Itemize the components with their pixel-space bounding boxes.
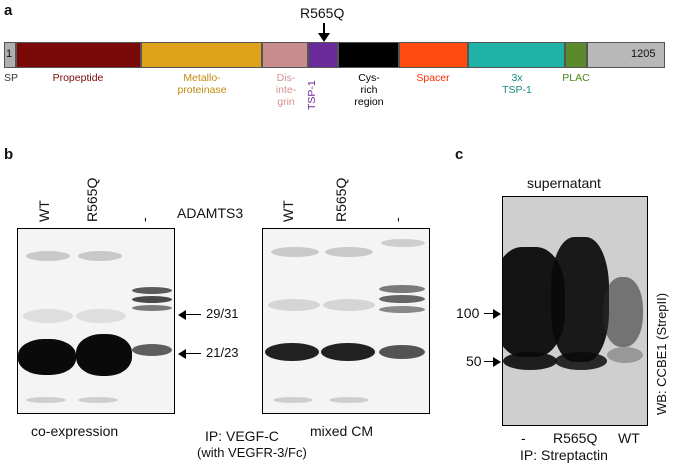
- label-spacer: Spacer: [416, 72, 450, 84]
- domain-sp: [4, 42, 16, 68]
- band: [603, 277, 643, 347]
- band: [551, 237, 609, 362]
- protein-label: ADAMTS3: [177, 205, 244, 221]
- marker-21-23: 21/23: [206, 345, 239, 360]
- band: [607, 347, 643, 363]
- lane-left-wt: WT: [36, 200, 52, 222]
- band: [321, 343, 375, 361]
- lane-right-r565q: R565Q: [333, 177, 349, 222]
- band: [76, 334, 132, 376]
- domain-cys-rich: [338, 42, 399, 68]
- lane-c-r565q: R565Q: [553, 430, 598, 446]
- start-number: 1: [6, 48, 13, 60]
- domain-tsp1: [308, 42, 338, 68]
- lane-left-r565q: R565Q: [84, 177, 100, 222]
- caption-co-expression: co-expression: [31, 423, 119, 439]
- label-3x-tsp1: 3x TSP-1: [502, 72, 532, 96]
- marker-arrowhead-50: [493, 357, 501, 367]
- domain-plac: [565, 42, 587, 68]
- band: [273, 397, 313, 403]
- domain-disintegrin: [262, 42, 308, 68]
- band: [23, 309, 73, 323]
- caption-mixed-cm: mixed CM: [310, 423, 374, 439]
- panel-c-title: supernatant: [527, 175, 601, 191]
- marker-arrow-100: [484, 313, 494, 315]
- blot-supernatant: [502, 196, 648, 426]
- domain-propeptide: [16, 42, 141, 68]
- label-tsp1: TSP-1: [303, 72, 343, 112]
- band: [379, 345, 425, 359]
- label-disintegrin: Dis- inte- grin: [275, 72, 297, 108]
- lane-c-minus: -: [521, 430, 526, 446]
- mutation-arrowhead: [318, 33, 330, 42]
- band: [18, 339, 76, 375]
- marker-arrow-29-31: [183, 314, 201, 316]
- lane-c-wt: WT: [618, 430, 640, 446]
- label-metalloproteinase: Metallo- proteinase: [177, 72, 227, 96]
- marker-arrowhead-100: [493, 309, 501, 319]
- panel-a-letter: a: [4, 2, 13, 19]
- domain-metalloproteinase: [141, 42, 262, 68]
- lane-right-wt: WT: [280, 200, 296, 222]
- band: [78, 251, 122, 261]
- ip-vegf-c: IP: VEGF-C: [205, 428, 279, 444]
- panel-c-letter: c: [455, 146, 464, 163]
- ip-vegfr3-fc: (with VEGFR-3/Fc): [197, 445, 307, 460]
- band: [503, 352, 557, 370]
- label-sp: SP: [3, 72, 18, 84]
- band: [379, 295, 425, 303]
- band: [132, 344, 172, 356]
- domain-spacer: [399, 42, 468, 68]
- band: [381, 239, 425, 247]
- band: [329, 397, 369, 403]
- band: [323, 299, 375, 311]
- ip-streptactin: IP: Streptactin: [520, 447, 608, 463]
- band: [271, 247, 319, 257]
- marker-arrow-21-23: [183, 353, 201, 355]
- marker-100: 100: [456, 305, 480, 321]
- band: [379, 306, 425, 313]
- label-propeptide: Propeptide: [52, 72, 104, 84]
- end-number: 1205: [631, 48, 656, 60]
- blot-co-expression: [17, 228, 175, 414]
- label-tsp1-text: TSP-1: [306, 80, 318, 110]
- marker-arrowhead-21-23: [178, 349, 186, 359]
- band: [325, 247, 373, 257]
- wb-label: WB: CCBE1 (StrepII): [654, 292, 669, 415]
- band: [132, 287, 172, 294]
- band: [132, 305, 172, 311]
- label-cys-rich: Cys- rich region: [354, 72, 384, 108]
- band: [26, 397, 66, 403]
- marker-arrowhead-29-31: [178, 310, 186, 320]
- lane-left-minus: -: [136, 217, 152, 222]
- band: [555, 352, 607, 370]
- band: [379, 285, 425, 293]
- label-plac: PLAC: [562, 72, 590, 84]
- mutation-label: R565Q: [300, 5, 345, 21]
- band: [78, 397, 118, 403]
- band: [26, 251, 70, 261]
- marker-50: 50: [466, 353, 482, 369]
- band: [268, 299, 320, 311]
- marker-arrow-50: [484, 361, 494, 363]
- domain-tail: [587, 42, 665, 68]
- band: [265, 343, 319, 361]
- blot-mixed-cm: [262, 228, 430, 414]
- lane-right-minus: -: [389, 217, 405, 222]
- marker-29-31: 29/31: [206, 306, 239, 321]
- domain-3x-tsp1: [468, 42, 565, 68]
- band: [132, 296, 172, 303]
- mutation-arrow: [323, 23, 325, 35]
- panel-b-letter: b: [4, 146, 14, 163]
- band: [76, 309, 126, 323]
